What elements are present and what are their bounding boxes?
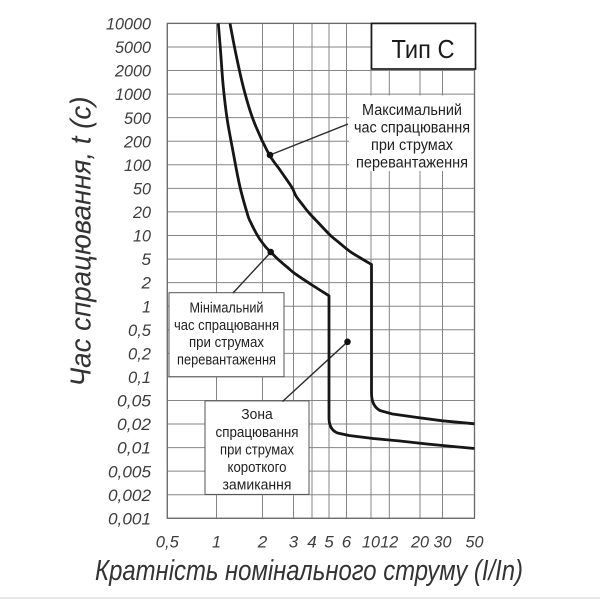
svg-text:30: 30 xyxy=(434,533,453,552)
svg-text:перевантаження: перевантаження xyxy=(356,155,468,172)
svg-text:при струмах: при струмах xyxy=(189,335,265,351)
svg-text:12: 12 xyxy=(380,533,399,552)
svg-text:Кратність номінального струму: Кратність номінального струму (I/In) xyxy=(95,555,523,587)
svg-text:короткого: короткого xyxy=(228,460,287,476)
svg-text:10: 10 xyxy=(362,533,381,552)
svg-text:Час спрацювання, t (с): Час спрацювання, t (с) xyxy=(65,97,97,387)
svg-text:20: 20 xyxy=(410,533,429,552)
svg-text:5000: 5000 xyxy=(115,38,152,57)
svg-text:10000: 10000 xyxy=(106,15,152,34)
svg-text:0,05: 0,05 xyxy=(117,392,152,411)
svg-text:0,5: 0,5 xyxy=(128,321,152,340)
svg-text:при струмах: при струмах xyxy=(371,137,453,154)
svg-text:2: 2 xyxy=(140,274,151,293)
svg-text:5: 5 xyxy=(324,533,334,552)
svg-text:Мінімальний: Мінімальний xyxy=(190,301,264,317)
svg-text:перевантаження: перевантаження xyxy=(177,353,276,369)
svg-text:0,1: 0,1 xyxy=(128,368,151,387)
svg-text:0,01: 0,01 xyxy=(117,439,151,458)
svg-text:2: 2 xyxy=(257,533,268,552)
svg-text:50: 50 xyxy=(466,533,485,552)
svg-text:6: 6 xyxy=(342,533,352,552)
svg-text:0,002: 0,002 xyxy=(108,486,152,505)
svg-text:20: 20 xyxy=(132,203,151,222)
svg-text:час спрацювання: час спрацювання xyxy=(174,318,279,334)
svg-text:0,5: 0,5 xyxy=(156,533,180,552)
svg-text:1: 1 xyxy=(212,533,221,552)
svg-text:1: 1 xyxy=(142,297,151,316)
svg-text:100: 100 xyxy=(124,156,152,175)
svg-text:Тип С: Тип С xyxy=(392,34,455,64)
svg-text:500: 500 xyxy=(124,109,152,128)
svg-text:10: 10 xyxy=(133,227,152,246)
svg-text:1000: 1000 xyxy=(115,85,152,104)
svg-text:0,02: 0,02 xyxy=(117,415,152,434)
svg-text:замикання: замикання xyxy=(223,477,292,493)
svg-text:5: 5 xyxy=(142,250,152,269)
svg-text:0,001: 0,001 xyxy=(108,509,151,528)
svg-text:3: 3 xyxy=(289,533,299,552)
svg-text:Максимальний: Максимальний xyxy=(362,102,462,119)
svg-text:Зона: Зона xyxy=(241,407,273,423)
svg-text:час спрацювання: час спрацювання xyxy=(354,120,470,137)
svg-text:4: 4 xyxy=(307,533,317,552)
svg-text:спрацювання: спрацювання xyxy=(216,425,299,441)
svg-text:200: 200 xyxy=(123,132,151,151)
svg-text:0,005: 0,005 xyxy=(108,462,152,481)
svg-text:50: 50 xyxy=(133,180,152,199)
svg-text:при струмах: при струмах xyxy=(220,443,295,459)
svg-text:0,2: 0,2 xyxy=(128,344,152,363)
svg-text:2000: 2000 xyxy=(114,62,151,81)
